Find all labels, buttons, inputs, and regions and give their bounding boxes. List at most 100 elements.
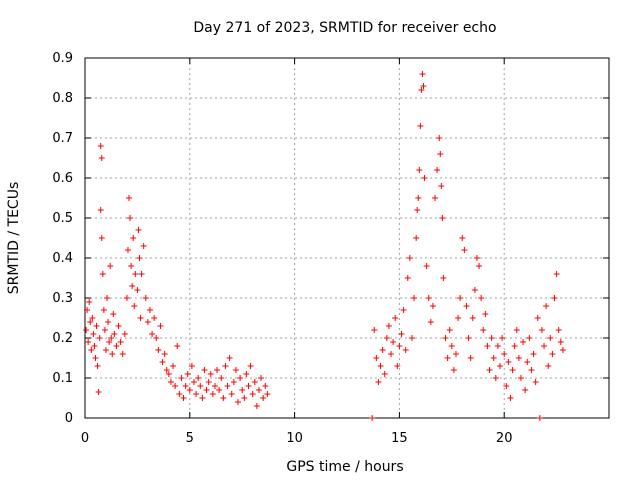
data-point: [255, 387, 262, 393]
data-point: [532, 379, 539, 385]
data-point: [429, 303, 436, 309]
data-point: [180, 395, 187, 401]
data-point: [155, 347, 162, 353]
data-point: [99, 271, 106, 277]
data-point: [411, 295, 418, 301]
data-point: [195, 375, 202, 381]
data-point: [455, 315, 462, 321]
data-point: [459, 235, 466, 241]
data-point: [492, 375, 499, 381]
data-point: [425, 295, 432, 301]
data-point: [165, 371, 172, 377]
data-point: [392, 315, 399, 321]
data-point: [222, 363, 229, 369]
data-point: [224, 383, 231, 389]
chart-title: Day 271 of 2023, SRMTID for receiver ech…: [193, 20, 496, 36]
data-point: [434, 167, 441, 173]
data-point: [170, 363, 177, 369]
data-point: [530, 351, 537, 357]
data-point: [400, 307, 407, 313]
data-point: [432, 195, 439, 201]
data-point: [551, 295, 558, 301]
data-points: [83, 71, 566, 421]
y-tick-label: 0.2: [52, 331, 73, 346]
data-point: [482, 311, 489, 317]
data-point: [163, 367, 170, 373]
data-point: [211, 383, 218, 389]
data-point: [132, 271, 139, 277]
data-point: [188, 363, 195, 369]
data-point: [534, 315, 541, 321]
data-point: [511, 343, 518, 349]
grid-lines: [85, 58, 609, 418]
data-point: [402, 347, 409, 353]
data-point: [471, 287, 478, 293]
data-point: [172, 383, 179, 389]
data-point: [465, 335, 472, 341]
data-point: [501, 351, 508, 357]
data-point: [463, 303, 470, 309]
data-point: [174, 343, 181, 349]
data-point: [371, 327, 378, 333]
data-point: [90, 331, 97, 337]
data-point: [129, 283, 136, 289]
data-point: [555, 327, 562, 333]
data-point: [373, 355, 380, 361]
data-point: [423, 263, 430, 269]
x-tick-label: 20: [496, 431, 513, 446]
data-point: [96, 335, 103, 341]
data-point: [115, 323, 122, 329]
data-point: [528, 367, 535, 373]
data-point: [113, 343, 120, 349]
data-point: [522, 387, 529, 393]
y-tick-label: 0.7: [52, 131, 73, 146]
data-point: [157, 323, 164, 329]
data-point: [137, 315, 144, 321]
data-point: [457, 295, 464, 301]
data-point: [136, 255, 143, 261]
y-axis-label: SRMTID / TECUs: [6, 182, 22, 295]
data-point: [450, 367, 457, 373]
data-point: [100, 307, 107, 313]
data-point: [87, 319, 94, 325]
data-point: [494, 343, 501, 349]
data-point: [138, 271, 145, 277]
data-point: [507, 395, 514, 401]
data-point: [91, 343, 98, 349]
data-point: [438, 183, 445, 189]
data-point: [226, 355, 233, 361]
data-point: [134, 287, 141, 293]
data-point: [235, 399, 242, 405]
data-point: [258, 375, 265, 381]
data-point: [513, 327, 520, 333]
data-point: [127, 215, 134, 221]
data-point: [232, 367, 239, 373]
data-point: [413, 235, 420, 241]
data-point: [545, 363, 552, 369]
data-point: [146, 307, 153, 313]
data-point: [416, 167, 423, 173]
data-point: [83, 327, 90, 333]
data-point: [126, 195, 133, 201]
data-point: [203, 387, 210, 393]
data-point: [102, 347, 109, 353]
data-point: [414, 207, 421, 213]
data-point: [442, 335, 449, 341]
y-tick-label: 0: [65, 411, 73, 426]
data-point: [262, 383, 269, 389]
data-point: [92, 355, 99, 361]
data-point: [448, 343, 455, 349]
y-tick-label: 0.5: [52, 211, 73, 226]
data-point: [207, 371, 214, 377]
data-point: [461, 247, 468, 253]
data-point: [543, 303, 550, 309]
data-point: [220, 395, 227, 401]
data-point: [104, 295, 111, 301]
data-point: [95, 389, 102, 395]
plot-frame: [84, 57, 610, 419]
data-point: [497, 363, 504, 369]
data-point: [436, 135, 443, 141]
data-point: [440, 275, 447, 281]
data-point: [193, 391, 200, 397]
